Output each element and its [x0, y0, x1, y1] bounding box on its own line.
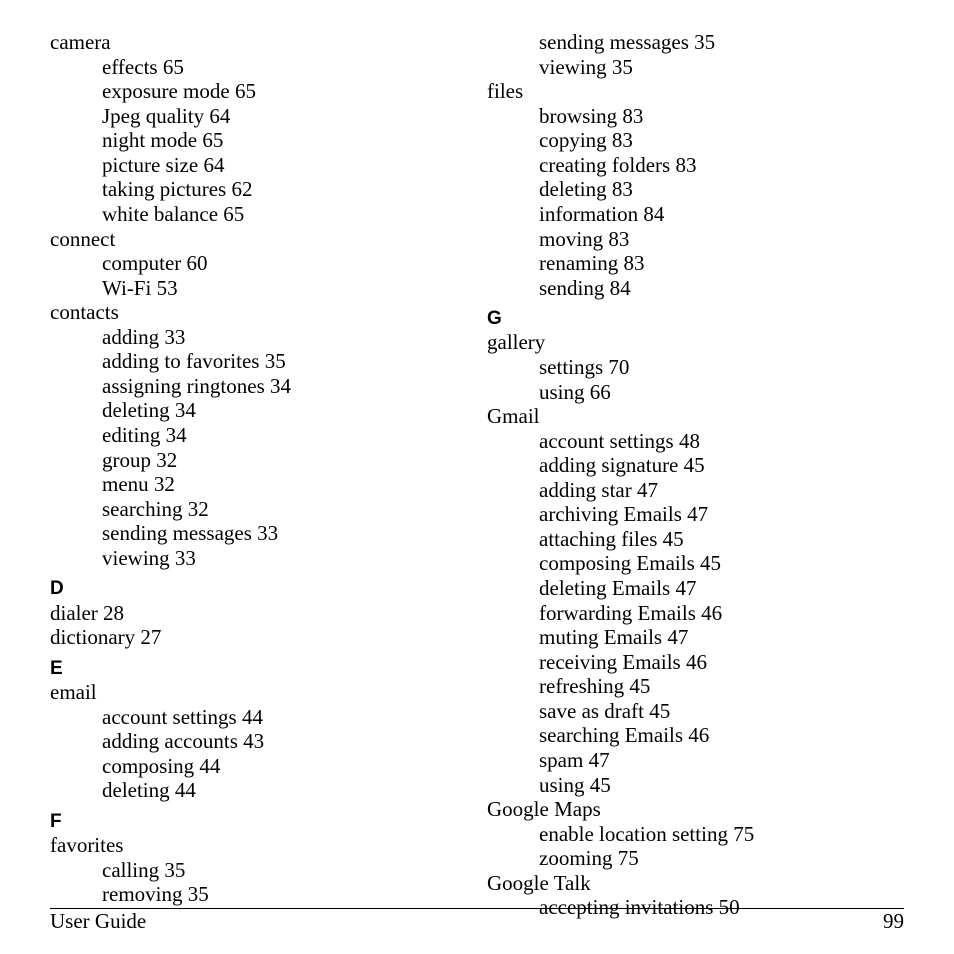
index-subentry: computer 60 — [50, 251, 467, 276]
index-subentry: sending 84 — [487, 276, 904, 301]
index-section-letter: D — [50, 578, 467, 600]
index-subentry: assigning ringtones 34 — [50, 374, 467, 399]
index-subentry: composing Emails 45 — [487, 551, 904, 576]
index-subentry: editing 34 — [50, 423, 467, 448]
footer-right: 99 — [883, 909, 904, 934]
index-subentry: searching 32 — [50, 497, 467, 522]
index-term: Google Maps — [487, 797, 904, 822]
index-term: email — [50, 680, 467, 705]
index-term: connect — [50, 227, 467, 252]
index-subentry: adding 33 — [50, 325, 467, 350]
index-subentry: adding star 47 — [487, 478, 904, 503]
page-footer: User Guide 99 — [50, 908, 904, 934]
index-subentry: taking pictures 62 — [50, 177, 467, 202]
index-subentry: save as draft 45 — [487, 699, 904, 724]
index-section-letter: F — [50, 811, 467, 833]
index-subentry: Wi-Fi 53 — [50, 276, 467, 301]
index-term: gallery — [487, 330, 904, 355]
index-subentry: effects 65 — [50, 55, 467, 80]
index-term: dictionary 27 — [50, 625, 467, 650]
index-term: camera — [50, 30, 467, 55]
index-term: Google Talk — [487, 871, 904, 896]
index-term: dialer 28 — [50, 601, 467, 626]
index-subentry: receiving Emails 46 — [487, 650, 904, 675]
index-subentry: deleting 44 — [50, 778, 467, 803]
index-subentry: browsing 83 — [487, 104, 904, 129]
index-subentry: using 66 — [487, 380, 904, 405]
index-section-letter: G — [487, 308, 904, 330]
index-subentry: adding to favorites 35 — [50, 349, 467, 374]
index-subentry: spam 47 — [487, 748, 904, 773]
page: cameraeffects 65exposure mode 65Jpeg qua… — [0, 0, 954, 954]
index-subentry: group 32 — [50, 448, 467, 473]
index-subentry: sending messages 33 — [50, 521, 467, 546]
index-term: contacts — [50, 300, 467, 325]
column-left: cameraeffects 65exposure mode 65Jpeg qua… — [50, 30, 467, 920]
index-subentry: removing 35 — [50, 882, 467, 907]
index-subentry: account settings 48 — [487, 429, 904, 454]
index-subentry: archiving Emails 47 — [487, 502, 904, 527]
index-subentry: enable location setting 75 — [487, 822, 904, 847]
index-subentry: copying 83 — [487, 128, 904, 153]
footer-left: User Guide — [50, 909, 146, 934]
index-subentry: Jpeg quality 64 — [50, 104, 467, 129]
index-subentry: night mode 65 — [50, 128, 467, 153]
index-subentry: creating folders 83 — [487, 153, 904, 178]
index-subentry: picture size 64 — [50, 153, 467, 178]
index-subentry: zooming 75 — [487, 846, 904, 871]
index-subentry: account settings 44 — [50, 705, 467, 730]
index-subentry: menu 32 — [50, 472, 467, 497]
index-term: favorites — [50, 833, 467, 858]
index-subentry: calling 35 — [50, 858, 467, 883]
index-subentry: attaching files 45 — [487, 527, 904, 552]
index-subentry: deleting 34 — [50, 398, 467, 423]
index-subentry: moving 83 — [487, 227, 904, 252]
index-subentry: viewing 33 — [50, 546, 467, 571]
index-subentry: adding signature 45 — [487, 453, 904, 478]
index-columns: cameraeffects 65exposure mode 65Jpeg qua… — [50, 30, 904, 920]
index-subentry: exposure mode 65 — [50, 79, 467, 104]
index-subentry: white balance 65 — [50, 202, 467, 227]
index-subentry: adding accounts 43 — [50, 729, 467, 754]
index-subentry: using 45 — [487, 773, 904, 798]
index-subentry: renaming 83 — [487, 251, 904, 276]
index-term: files — [487, 79, 904, 104]
column-right: sending messages 35viewing 35filesbrowsi… — [487, 30, 904, 920]
index-subentry: forwarding Emails 46 — [487, 601, 904, 626]
index-subentry: information 84 — [487, 202, 904, 227]
index-subentry: settings 70 — [487, 355, 904, 380]
index-subentry: searching Emails 46 — [487, 723, 904, 748]
index-subentry: deleting Emails 47 — [487, 576, 904, 601]
index-subentry: viewing 35 — [487, 55, 904, 80]
index-subentry: deleting 83 — [487, 177, 904, 202]
index-subentry: muting Emails 47 — [487, 625, 904, 650]
index-subentry: refreshing 45 — [487, 674, 904, 699]
index-section-letter: E — [50, 658, 467, 680]
index-subentry: sending messages 35 — [487, 30, 904, 55]
index-term: Gmail — [487, 404, 904, 429]
index-subentry: composing 44 — [50, 754, 467, 779]
